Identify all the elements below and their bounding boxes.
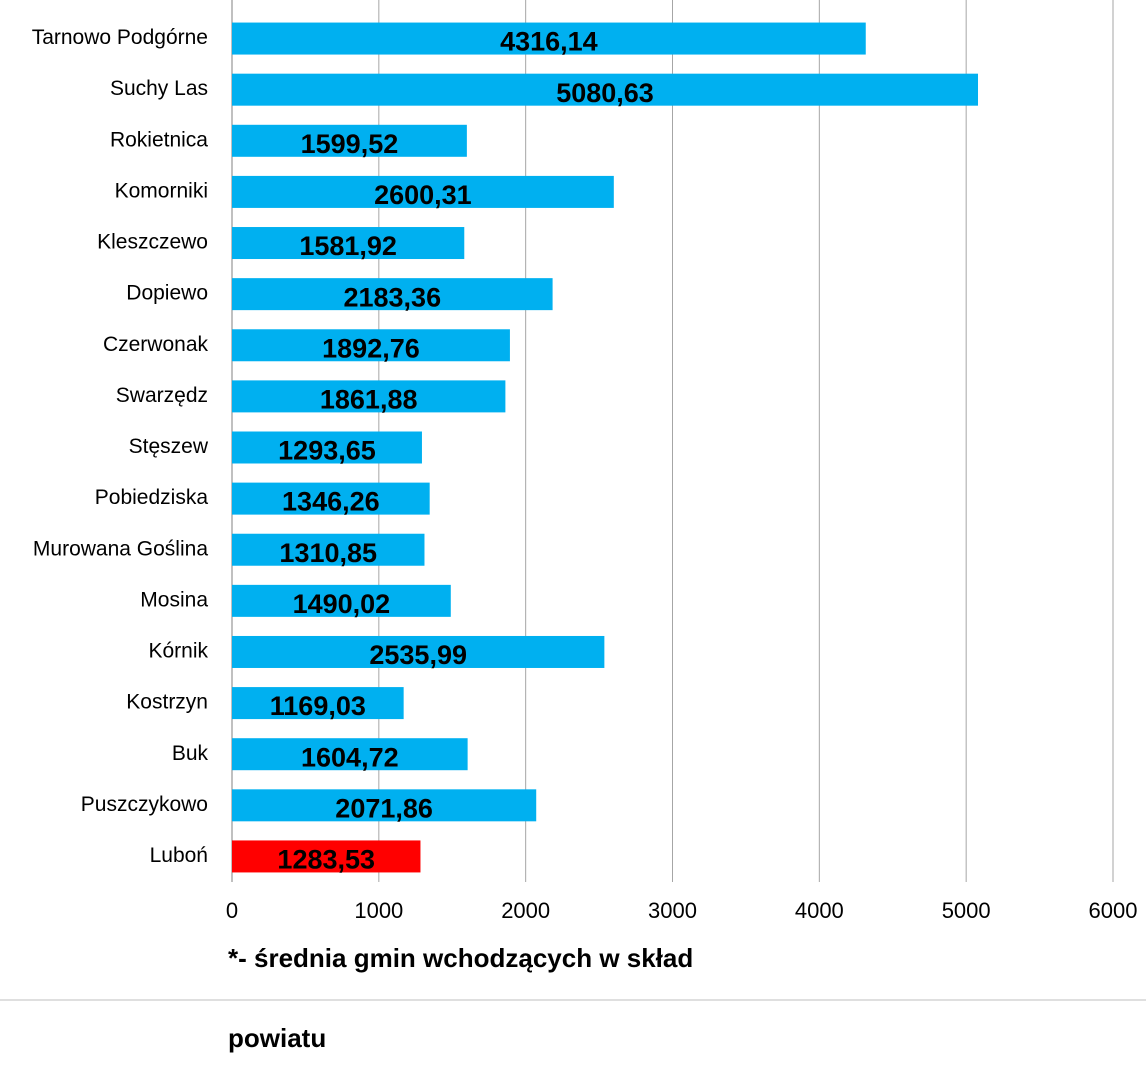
x-tick-label: 5000 bbox=[942, 898, 991, 923]
data-label: 1283,53 bbox=[277, 845, 375, 875]
bar bbox=[232, 738, 468, 771]
data-label: 1581,92 bbox=[299, 231, 397, 261]
bar bbox=[232, 73, 979, 106]
y-tick-label: Kleszczewo bbox=[97, 231, 208, 254]
x-tick-label: 1000 bbox=[354, 898, 403, 923]
y-tick-label: Suchy Las bbox=[110, 77, 208, 100]
y-tick-label: Mosina bbox=[140, 588, 208, 611]
data-label: 2535,99 bbox=[369, 640, 467, 670]
y-tick-label: Luboń bbox=[150, 844, 208, 867]
data-label: 1169,03 bbox=[270, 691, 366, 721]
x-tick-label: 6000 bbox=[1089, 898, 1138, 923]
y-tick-label: Dopiewo bbox=[126, 282, 208, 305]
footnote: *- średnia gmin wchodzących w skład bbox=[228, 943, 693, 973]
data-label: 1346,26 bbox=[282, 487, 380, 517]
data-label: 1490,02 bbox=[293, 589, 391, 619]
y-tick-label: Tarnowo Podgórne bbox=[32, 26, 208, 49]
y-tick-label: Swarzędz bbox=[116, 384, 208, 407]
y-tick-label: Kórnik bbox=[148, 640, 208, 663]
bar bbox=[232, 380, 506, 413]
bar bbox=[232, 687, 404, 720]
bar bbox=[232, 584, 451, 617]
data-label: 1892,76 bbox=[322, 333, 420, 363]
bar bbox=[232, 175, 614, 208]
data-label: 2071,86 bbox=[335, 793, 433, 823]
data-label: 1310,85 bbox=[279, 538, 377, 568]
y-tick-label: Kostrzyn bbox=[126, 691, 208, 714]
data-label: 1861,88 bbox=[320, 385, 418, 415]
bar bbox=[232, 124, 467, 157]
data-label: 1599,52 bbox=[301, 129, 399, 159]
x-tick-label: 0 bbox=[226, 898, 238, 923]
x-tick-label: 2000 bbox=[501, 898, 550, 923]
data-label: 5080,63 bbox=[556, 78, 654, 108]
bar bbox=[232, 533, 425, 566]
bar bbox=[232, 278, 553, 311]
data-label: 2600,31 bbox=[374, 180, 472, 210]
y-tick-label: Rokietnica bbox=[110, 128, 208, 151]
bar bbox=[232, 22, 866, 55]
y-tick-label: Puszczykowo bbox=[81, 793, 208, 816]
data-label: 4316,14 bbox=[500, 27, 598, 57]
y-tick-label: Pobiedziska bbox=[95, 486, 209, 509]
bar bbox=[232, 840, 421, 873]
y-tick-label: Murowana Goślina bbox=[33, 537, 208, 560]
bar bbox=[232, 329, 510, 362]
bar bbox=[232, 431, 422, 464]
footnote: powiatu bbox=[228, 1023, 326, 1053]
x-tick-label: 3000 bbox=[648, 898, 697, 923]
y-tick-label: Komorniki bbox=[115, 179, 208, 202]
data-label: 1604,72 bbox=[301, 742, 399, 772]
x-tick-label: 4000 bbox=[795, 898, 844, 923]
y-tick-label: Stęszew bbox=[129, 435, 209, 458]
data-label: 2183,36 bbox=[343, 282, 441, 312]
bar bbox=[232, 635, 605, 668]
bar bbox=[232, 482, 430, 515]
y-tick-label: Buk bbox=[172, 742, 209, 765]
bar bbox=[232, 227, 465, 260]
bar bbox=[232, 789, 537, 822]
data-label: 1293,65 bbox=[278, 436, 376, 466]
y-tick-label: Czerwonak bbox=[103, 333, 209, 356]
